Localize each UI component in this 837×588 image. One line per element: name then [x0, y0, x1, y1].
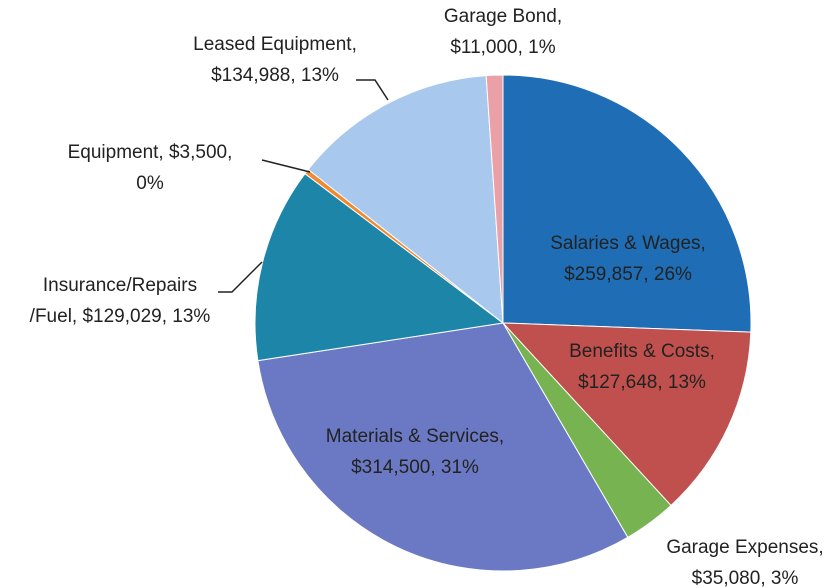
data-label: Equipment, $3,500, [68, 142, 233, 163]
data-label: $134,988, 13% [211, 65, 339, 86]
pie-slice [257, 322, 629, 572]
data-label: $11,000, 1% [450, 37, 555, 58]
data-label: /Fuel, $129,029, 13% [30, 306, 211, 327]
data-label: Leased Equipment, [193, 34, 357, 55]
pie-slice [254, 173, 505, 362]
data-label: Garage Expenses, [666, 537, 823, 558]
data-label: Salaries & Wages, [550, 233, 706, 254]
pie-slice [502, 74, 752, 333]
data-label: Garage Bond, [444, 6, 562, 27]
data-label: $127,648, 13% [578, 372, 706, 393]
leader-line [218, 261, 263, 293]
pie-slice [485, 74, 504, 324]
pie-slice [307, 75, 504, 325]
data-label: $314,500, 31% [351, 457, 479, 478]
data-label: Materials & Services, [326, 426, 504, 447]
data-label: 0% [136, 173, 164, 194]
data-label: $259,857, 26% [564, 264, 692, 285]
pie-slice [501, 322, 752, 507]
data-label: Benefits & Costs, [569, 341, 715, 362]
data-label: $35,080, 3% [692, 568, 799, 588]
leader-line [356, 79, 389, 101]
data-label: Insurance/Repairs [43, 275, 197, 296]
leader-line [261, 159, 311, 173]
